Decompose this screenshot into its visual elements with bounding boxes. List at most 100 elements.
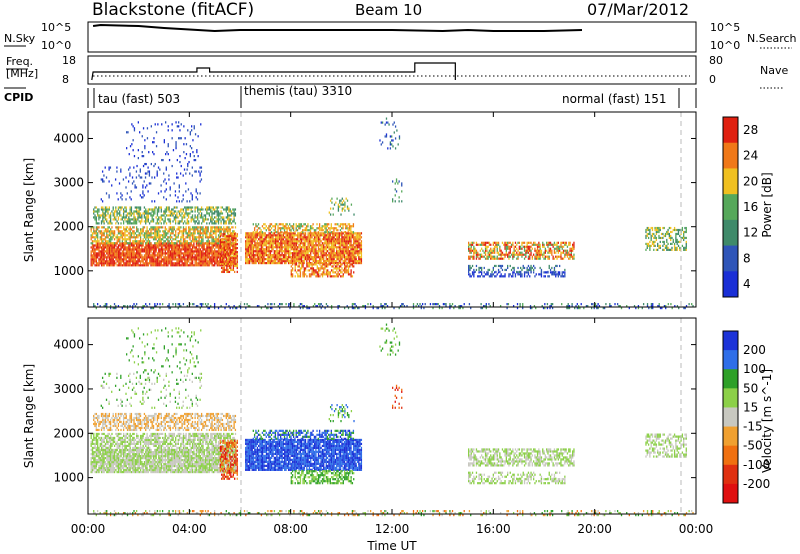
power-cell	[138, 234, 140, 237]
power-cell	[355, 258, 357, 261]
power-cell	[103, 242, 105, 245]
power-cell	[112, 218, 114, 221]
power-cell	[222, 268, 224, 272]
power-cell	[289, 242, 291, 245]
power-cell	[112, 246, 114, 249]
power-cell	[165, 168, 167, 171]
power-cell	[204, 218, 207, 221]
power-cell	[116, 226, 118, 229]
power-cell	[194, 260, 196, 263]
power-cell	[259, 260, 261, 263]
power-cell	[336, 273, 338, 276]
power-cell	[147, 252, 150, 255]
power-cell	[255, 234, 257, 237]
power-cell	[136, 242, 138, 245]
power-cell	[187, 206, 190, 209]
power-cell	[345, 240, 347, 243]
power-cell	[505, 247, 507, 250]
power-cell	[189, 145, 191, 148]
power-cell	[479, 255, 481, 258]
power-cell	[228, 240, 230, 243]
power-cell	[355, 240, 357, 243]
power-cell	[261, 240, 264, 243]
power-cell	[268, 248, 270, 251]
power-cell	[216, 264, 218, 267]
power-cell	[199, 192, 201, 195]
power-cell	[349, 232, 351, 235]
power-cell	[212, 240, 215, 243]
power-cell	[95, 256, 98, 259]
power-cell	[156, 172, 158, 175]
power-cell	[289, 252, 291, 255]
power-cell	[500, 251, 502, 254]
power-cell	[307, 256, 309, 259]
power-cell	[221, 260, 223, 264]
power-cell	[326, 250, 329, 253]
power-cell	[198, 260, 200, 263]
power-cell	[104, 244, 107, 247]
power-cell	[295, 262, 298, 265]
power-cell	[150, 246, 152, 249]
power-cell	[246, 258, 248, 261]
power-cell	[346, 265, 348, 268]
power-cell	[277, 246, 279, 249]
power-cell	[175, 242, 177, 245]
power-cell	[149, 236, 151, 239]
power-cell	[189, 206, 191, 209]
power-cell	[126, 238, 129, 241]
power-cell	[165, 264, 168, 267]
power-cell	[132, 230, 134, 233]
power-cell	[492, 249, 494, 252]
power-cell	[251, 262, 253, 265]
power-cell	[319, 267, 321, 270]
power-cell	[197, 252, 199, 255]
power-cell	[150, 212, 152, 215]
power-cell	[112, 208, 114, 211]
power-cell	[164, 218, 166, 221]
power-cell	[294, 250, 296, 253]
power-cell	[108, 220, 110, 223]
power-cell	[208, 258, 211, 261]
power-cell	[352, 240, 355, 243]
power-cell	[475, 251, 478, 254]
power-cell	[231, 260, 233, 264]
power-cell	[351, 225, 353, 228]
power-cell	[231, 239, 233, 242]
power-cell	[286, 244, 288, 247]
power-cell	[208, 206, 211, 209]
power-cell	[190, 264, 192, 267]
power-cell	[303, 267, 305, 270]
power-cell	[392, 180, 394, 183]
power-cell	[217, 222, 220, 225]
power-cell	[316, 223, 318, 226]
power-cell	[291, 252, 294, 255]
power-cell	[164, 262, 166, 265]
power-cell	[99, 260, 101, 263]
power-cell	[324, 246, 326, 249]
power-cell	[259, 248, 261, 251]
power-cell	[134, 184, 136, 187]
power-cell	[102, 220, 104, 223]
power-cell	[147, 230, 150, 233]
power-cell	[251, 258, 253, 261]
power-cell	[306, 236, 308, 239]
power-cell	[126, 242, 129, 245]
power-cell	[234, 260, 237, 263]
power-cell	[284, 254, 286, 257]
power-cell	[255, 252, 257, 255]
power-cell	[248, 240, 251, 243]
power-cell	[494, 249, 496, 252]
power-cell	[221, 266, 223, 270]
power-cell	[123, 264, 125, 267]
power-cell	[115, 254, 117, 257]
power-cell	[351, 258, 353, 261]
power-cell	[130, 208, 133, 211]
power-cell	[228, 208, 230, 211]
power-cell	[333, 232, 335, 235]
power-cell	[137, 242, 139, 245]
power-cell	[260, 234, 262, 237]
power-cell	[334, 275, 337, 278]
power-cell	[471, 249, 474, 252]
power-cell	[93, 254, 95, 257]
power-cell	[281, 262, 283, 265]
